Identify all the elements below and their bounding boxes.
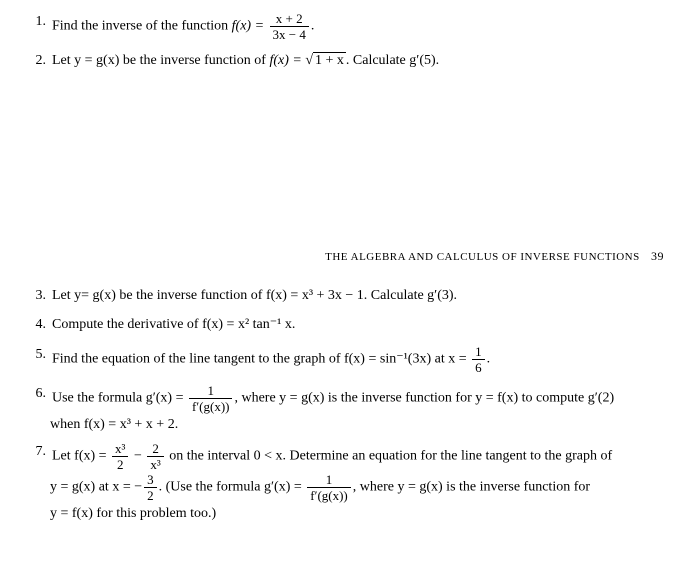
fraction-4: 1f′(g(x)) xyxy=(307,473,351,502)
problem-text: Find the inverse of the function f(x) = … xyxy=(52,12,674,41)
fraction-denominator: f′(g(x)) xyxy=(307,488,351,502)
problem-6: 6. Use the formula g′(x) = 1f′(g(x)), wh… xyxy=(26,384,674,413)
text-lead: Use the formula g′(x) = xyxy=(52,391,187,406)
problem-3: 3. Let y= g(x) be the inverse function o… xyxy=(26,286,674,306)
fraction-1: x³2 xyxy=(112,442,128,471)
fraction: 16 xyxy=(472,345,485,374)
sqrt-content: 1 + x xyxy=(313,52,346,68)
fraction-numerator: 2 xyxy=(147,442,163,457)
period: . xyxy=(311,19,315,34)
period: . xyxy=(487,352,491,367)
problem-4: 4. Compute the derivative of f(x) = x² t… xyxy=(26,315,674,335)
line2b: . (Use the formula g′(x) = xyxy=(159,480,306,495)
fraction-3: 32 xyxy=(144,473,157,502)
text-lead: Let f(x) = xyxy=(52,449,110,464)
problem-text: Let f(x) = x³2 − 2x³ on the interval 0 <… xyxy=(52,442,674,471)
problem-6-line2: when f(x) = x³ + x + 2. xyxy=(50,415,674,435)
fraction: x + 23x − 4 xyxy=(270,12,309,41)
problem-number: 3. xyxy=(26,286,48,306)
fraction-numerator: x³ xyxy=(112,442,128,457)
problem-7-line2: y = g(x) at x = −32. (Use the formula g′… xyxy=(50,473,674,502)
problem-text: Find the equation of the line tangent to… xyxy=(52,345,674,374)
header-page-number: 39 xyxy=(651,249,664,263)
problem-text: Use the formula g′(x) = 1f′(g(x)), where… xyxy=(52,384,674,413)
fraction-numerator: 1 xyxy=(472,345,485,360)
fraction-numerator: 1 xyxy=(189,384,233,399)
page-content: 1. Find the inverse of the function f(x)… xyxy=(0,0,700,536)
fraction-denominator: 2 xyxy=(112,457,128,471)
problem-7-line3: y = f(x) for this problem too.) xyxy=(50,504,674,524)
problem-2: 2. Let y = g(x) be the inverse function … xyxy=(26,51,674,71)
fraction: 1f′(g(x)) xyxy=(189,384,233,413)
text-mid: , where y = g(x) is the inverse function… xyxy=(234,391,614,406)
line2c: , where y = g(x) is the inverse function… xyxy=(353,480,590,495)
page-header: THE ALGEBRA AND CALCULUS OF INVERSE FUNC… xyxy=(26,249,674,264)
fx-label: f(x) = xyxy=(269,53,305,68)
problem-text: Let y = g(x) be the inverse function of … xyxy=(52,51,674,71)
problem-5: 5. Find the equation of the line tangent… xyxy=(26,345,674,374)
problem-7: 7. Let f(x) = x³2 − 2x³ on the interval … xyxy=(26,442,674,471)
fraction-denominator: x³ xyxy=(147,457,163,471)
fraction-numerator: 3 xyxy=(144,473,157,488)
fraction-denominator: 6 xyxy=(472,360,485,374)
line2a: y = g(x) at x = − xyxy=(50,480,142,495)
problem-text: Compute the derivative of f(x) = x² tan⁻… xyxy=(52,315,674,335)
problem-number: 2. xyxy=(26,51,48,71)
problem-number: 5. xyxy=(26,345,48,365)
text-lead: Find the inverse of the function xyxy=(52,19,232,34)
text-mid: on the interval 0 < x. Determine an equa… xyxy=(166,449,612,464)
minus: − xyxy=(130,449,145,464)
fx-label: f(x) = xyxy=(232,19,268,34)
text-b: . Calculate g′(5). xyxy=(346,53,439,68)
text-lead: Find the equation of the line tangent to… xyxy=(52,352,470,367)
fraction-denominator: f′(g(x)) xyxy=(189,399,233,413)
fraction-2: 2x³ xyxy=(147,442,163,471)
problem-number: 6. xyxy=(26,384,48,404)
problem-number: 4. xyxy=(26,315,48,335)
fraction-denominator: 2 xyxy=(144,488,157,502)
problem-number: 7. xyxy=(26,442,48,462)
fraction-numerator: 1 xyxy=(307,473,351,488)
problem-number: 1. xyxy=(26,12,48,32)
fraction-denominator: 3x − 4 xyxy=(270,27,309,41)
header-title: THE ALGEBRA AND CALCULUS OF INVERSE FUNC… xyxy=(325,251,640,263)
radical-icon xyxy=(305,53,313,68)
page-gap xyxy=(26,81,674,249)
fraction-numerator: x + 2 xyxy=(270,12,309,27)
problem-text: Let y= g(x) be the inverse function of f… xyxy=(52,286,674,306)
problem-1: 1. Find the inverse of the function f(x)… xyxy=(26,12,674,41)
text-a: Let y = g(x) be the inverse function of xyxy=(52,53,269,68)
